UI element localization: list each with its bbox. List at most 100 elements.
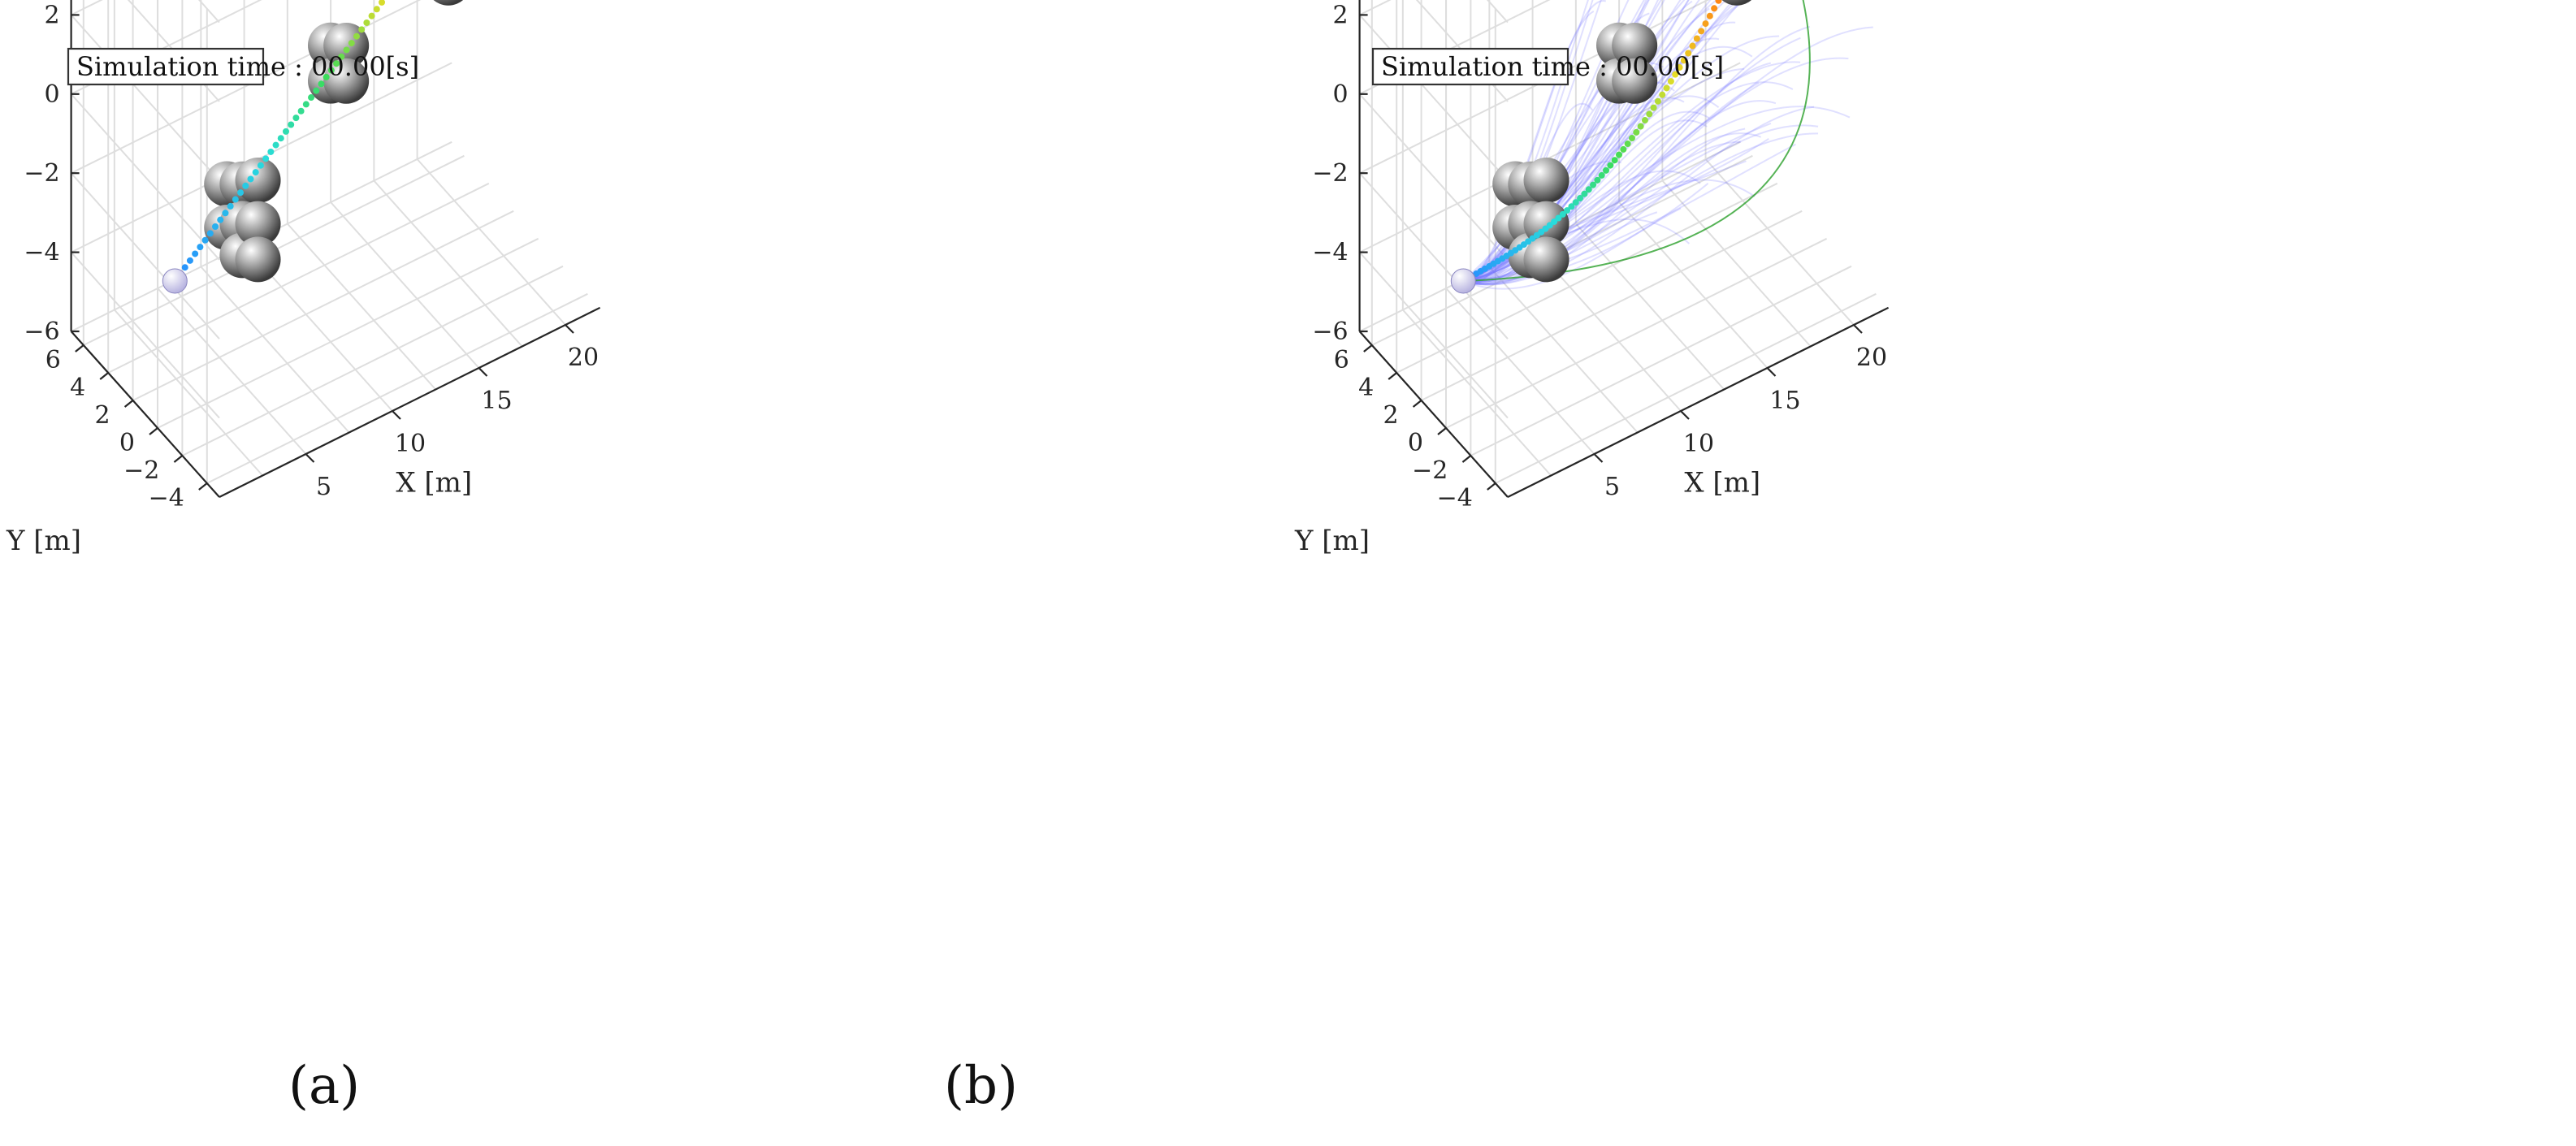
y-tick-label: −4 xyxy=(1437,484,1473,512)
grid-line xyxy=(70,251,220,419)
start-marker xyxy=(162,268,188,294)
start-marker xyxy=(1450,268,1476,294)
sample-trajectory xyxy=(1463,170,1701,282)
y-tick-label: −2 xyxy=(1412,456,1448,485)
trajectory-point xyxy=(201,236,209,244)
sample-trajectory xyxy=(1463,132,1762,285)
trajectory-point xyxy=(222,210,229,217)
trajectory-point xyxy=(1628,135,1635,142)
trajectory-point xyxy=(302,101,310,108)
sim-time-box xyxy=(1371,47,1569,86)
trajectory-point xyxy=(1667,78,1674,85)
grid-line xyxy=(1358,14,1509,182)
y-axis-line xyxy=(1358,331,1509,498)
trajectory-point xyxy=(1624,141,1631,148)
trajectory-point xyxy=(338,53,345,60)
sample-trajectory xyxy=(1462,128,1746,286)
z-tick-label: −4 xyxy=(1312,239,1348,267)
sample-trajectory xyxy=(1463,11,1595,282)
sample-trajectory xyxy=(1463,179,1756,282)
trajectory-point xyxy=(1616,151,1622,158)
sample-trajectory xyxy=(1463,183,1709,283)
y-tick-mark xyxy=(1487,482,1496,491)
trajectory-point xyxy=(1546,222,1553,229)
y-tick-label: 0 xyxy=(1408,429,1423,457)
trajectory-point xyxy=(292,115,300,122)
trajectory-point xyxy=(1590,181,1597,188)
grid-line xyxy=(1661,179,1812,348)
sample-trajectory xyxy=(1463,0,1743,282)
trajectory-point xyxy=(206,230,214,237)
trajectory-point xyxy=(257,162,264,169)
x-tick-label: 5 xyxy=(1604,473,1620,501)
trajectory-point xyxy=(217,216,224,223)
trajectory-point xyxy=(1663,84,1670,92)
grid-line xyxy=(1488,266,1639,434)
y-tick-mark xyxy=(75,344,84,352)
trajectory-point xyxy=(1611,157,1618,164)
trajectory-point xyxy=(1555,214,1562,222)
y-axis-label: Y [m] xyxy=(1294,525,1370,557)
y-tick-mark xyxy=(173,455,184,463)
y-tick-mark xyxy=(99,372,109,380)
trajectory-point xyxy=(242,182,249,189)
obstacle-sphere xyxy=(1523,158,1569,204)
trajectory-point xyxy=(227,202,234,210)
grid-line xyxy=(330,201,480,369)
sample-trajectory xyxy=(1463,106,1815,285)
z-tick-label: 2 xyxy=(45,1,60,29)
sample-trajectory xyxy=(1463,62,1771,284)
trajectory-point xyxy=(1572,199,1579,206)
obstacle-sphere xyxy=(1612,22,1658,68)
x-tick-label: 10 xyxy=(395,430,426,458)
x-tick-mark xyxy=(1680,410,1690,420)
sample-trajectory xyxy=(1463,0,1650,282)
z-tick-label: −2 xyxy=(1312,159,1348,188)
obstacle-sphere xyxy=(235,236,281,283)
x-tick-label: 15 xyxy=(481,387,512,415)
sim-time-box xyxy=(67,47,265,86)
x-axis-label: X [m] xyxy=(396,466,472,499)
obstacles xyxy=(204,0,464,283)
x-tick-label: 5 xyxy=(316,473,331,501)
y-tick-label: 2 xyxy=(95,401,110,430)
trajectory-point xyxy=(1706,12,1713,19)
sample-trajectory xyxy=(1463,0,1589,282)
sim-time-text: Simulation time : 00.00[s] xyxy=(1381,51,1724,82)
trajectory-point xyxy=(308,94,315,102)
z-tick-label: −6 xyxy=(24,318,59,346)
grid-line xyxy=(206,292,588,484)
trajectory-point xyxy=(1577,195,1584,202)
grid-line xyxy=(1421,210,1803,401)
trajectory-point xyxy=(1594,176,1601,184)
grid-line xyxy=(1618,201,1769,369)
grid-line xyxy=(1402,309,1552,477)
sample-trajectory xyxy=(1462,207,1682,290)
trajectory-point xyxy=(318,80,325,88)
trajectory-point xyxy=(373,6,380,13)
y-tick-mark xyxy=(149,427,158,435)
y-tick-mark xyxy=(1461,455,1472,463)
grid-line xyxy=(157,288,307,455)
trajectory-point xyxy=(379,0,386,6)
grid-line xyxy=(1358,93,1509,261)
trajectory-point xyxy=(1693,35,1700,42)
sample-trajectory xyxy=(1463,82,1760,282)
y-axis-line xyxy=(70,331,220,498)
trajectory-point xyxy=(267,148,275,155)
sample-trajectory xyxy=(1463,0,1594,282)
grid-line xyxy=(132,210,514,401)
grid-line xyxy=(373,179,523,348)
trajectory-point xyxy=(353,32,360,40)
trajectory-point xyxy=(1551,218,1558,225)
sample-trajectory xyxy=(1462,123,1772,282)
nominal-trajectory xyxy=(1463,0,1811,282)
sample-trajectory xyxy=(1462,218,1691,282)
grid-line xyxy=(1704,158,1855,326)
y-tick-mark xyxy=(123,400,134,408)
trajectory-point xyxy=(1598,171,1605,179)
y-tick-mark xyxy=(198,482,208,491)
